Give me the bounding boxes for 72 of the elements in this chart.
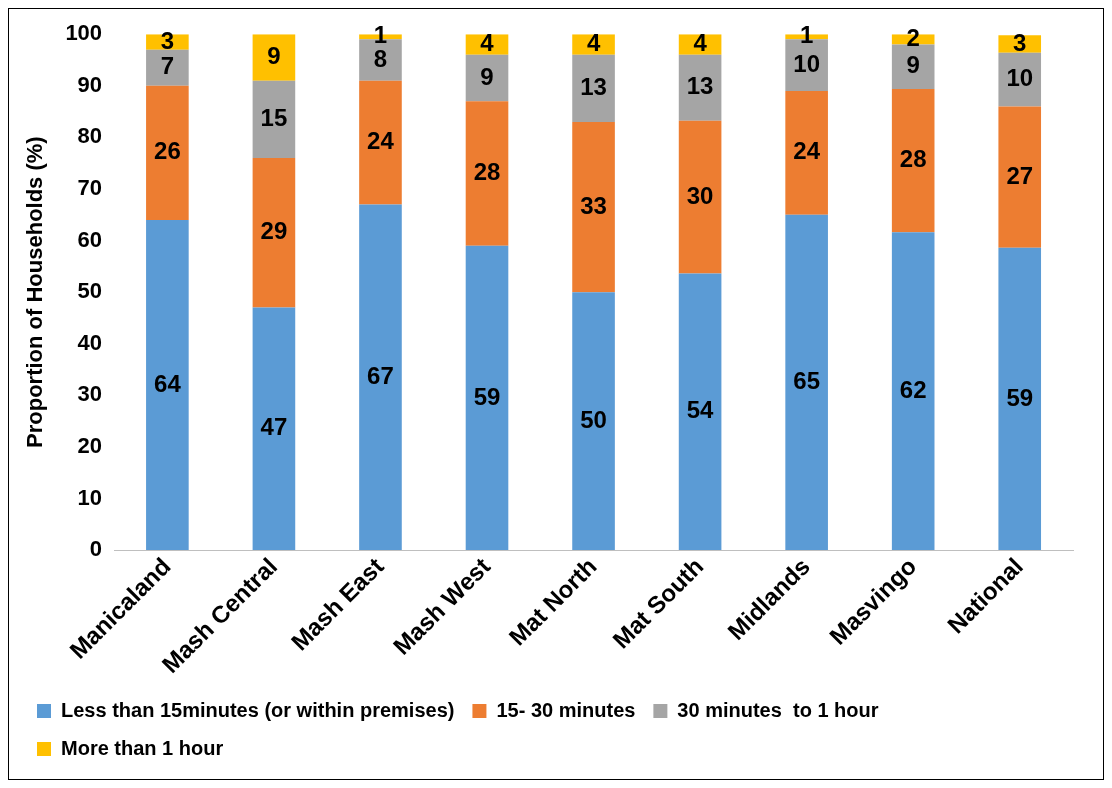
data-label: 50	[580, 405, 607, 433]
data-label: 26	[154, 137, 181, 165]
data-label: 64	[154, 369, 182, 397]
data-label: 28	[473, 158, 501, 186]
data-label: 59	[1006, 383, 1034, 411]
data-label: 30	[686, 181, 714, 209]
data-label: 24	[793, 137, 821, 165]
data-label: 9	[267, 42, 281, 70]
data-label: 4	[693, 29, 708, 57]
y-tick-label: 0	[89, 536, 103, 562]
bar	[572, 292, 615, 551]
bar	[785, 214, 828, 551]
bar	[465, 54, 509, 102]
y-tick-label: 10	[77, 484, 103, 510]
y-tick-label: 50	[77, 278, 103, 304]
bar	[252, 307, 296, 551]
bar	[252, 80, 296, 159]
data-label: 62	[899, 375, 927, 403]
data-label: 67	[367, 361, 394, 389]
bar	[252, 34, 296, 81]
bar	[572, 121, 615, 293]
y-tick-label: 90	[77, 71, 103, 97]
data-label: 59	[473, 382, 501, 410]
data-label: 24	[367, 127, 395, 155]
legend-label: Less than 15minutes (or within premises)	[61, 698, 455, 721]
data-label: 29	[260, 217, 288, 245]
data-label: 3	[1013, 28, 1027, 56]
y-tick-label: 70	[77, 175, 103, 201]
bar	[465, 245, 509, 551]
data-label: 28	[899, 145, 927, 173]
data-label: 13	[686, 72, 714, 100]
y-tick-label: 30	[77, 381, 103, 407]
data-label: 54	[686, 396, 715, 424]
data-label: 33	[580, 191, 607, 219]
data-label: 10	[793, 49, 820, 77]
bar	[146, 49, 189, 86]
legend-label: 30 minutes to 1 hour	[677, 698, 879, 721]
data-label: 65	[793, 367, 820, 395]
bar	[998, 247, 1042, 551]
bar	[146, 85, 189, 220]
data-label: 9	[906, 51, 920, 79]
bar	[891, 88, 935, 233]
bar	[359, 204, 402, 551]
bar	[465, 101, 509, 246]
data-label: 4	[480, 29, 495, 57]
data-label: 8	[373, 44, 388, 72]
data-label: 10	[1006, 64, 1034, 92]
y-tick-label: 80	[77, 123, 103, 149]
data-label: 4	[586, 29, 601, 57]
bar	[359, 80, 402, 205]
data-label: 47	[260, 413, 288, 441]
bar	[998, 106, 1042, 248]
bar	[678, 273, 722, 551]
y-axis-title: Proportion of Households (%)	[22, 136, 48, 448]
legend-label: More than 1 hour	[61, 736, 224, 759]
data-label: 9	[480, 62, 494, 90]
y-tick-label: 40	[77, 329, 103, 355]
y-tick-label: 60	[77, 226, 103, 252]
legend-label: 15- 30 minutes	[496, 698, 636, 721]
bar	[252, 158, 296, 308]
data-label: 3	[160, 26, 175, 54]
data-label: 27	[1006, 161, 1034, 189]
bar	[891, 232, 935, 551]
data-label: 13	[580, 72, 607, 100]
bar	[785, 90, 828, 215]
data-label: 7	[160, 52, 175, 80]
bar	[572, 54, 615, 122]
y-tick-label: 100	[65, 20, 103, 46]
data-label: 15	[260, 103, 288, 131]
y-tick-label: 20	[77, 432, 103, 458]
bar	[678, 120, 722, 274]
bar	[146, 219, 189, 551]
